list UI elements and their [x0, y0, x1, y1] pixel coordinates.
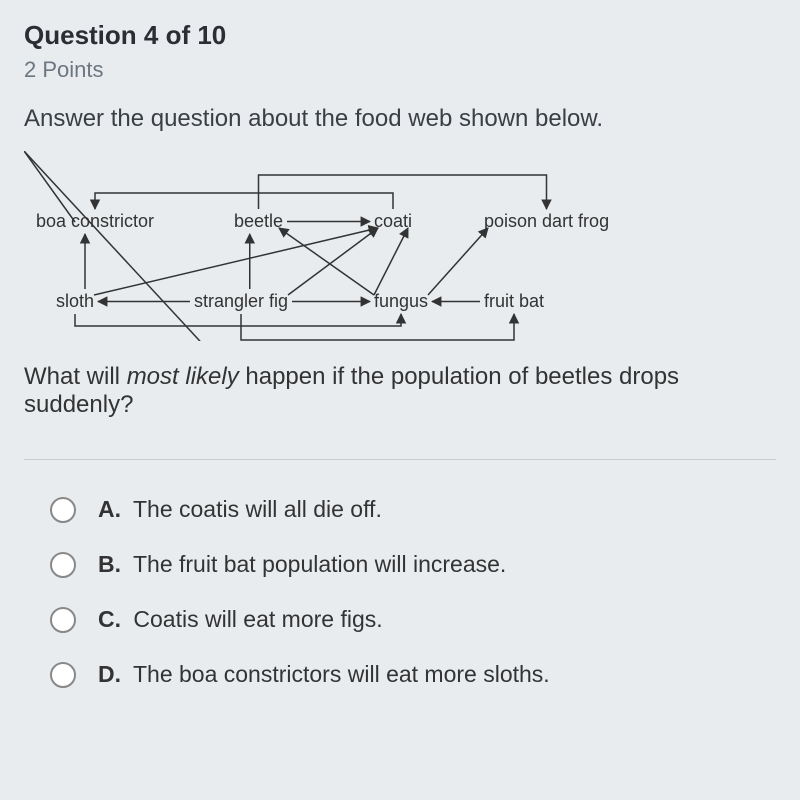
node-sloth: sloth — [56, 291, 94, 312]
radio-icon[interactable] — [50, 607, 76, 633]
question-prompt: Answer the question about the food web s… — [24, 105, 776, 133]
option-letter: D. — [98, 661, 121, 687]
node-boa: boa constrictor — [36, 211, 154, 232]
question-points: 2 Points — [24, 57, 776, 83]
option-label: The boa constrictors will eat more sloth… — [127, 661, 550, 687]
option-text: D. The boa constrictors will eat more sl… — [98, 661, 550, 688]
answer-option[interactable]: A. The coatis will all die off. — [50, 496, 776, 523]
question-title: Question 4 of 10 — [24, 20, 776, 51]
option-letter: B. — [98, 551, 121, 577]
node-pdfrog: poison dart frog — [484, 211, 609, 232]
answer-option[interactable]: C. Coatis will eat more figs. — [50, 606, 776, 633]
option-text: B. The fruit bat population will increas… — [98, 551, 506, 578]
option-letter: A. — [98, 496, 121, 522]
answer-option[interactable]: B. The fruit bat population will increas… — [50, 551, 776, 578]
radio-icon[interactable] — [50, 552, 76, 578]
food-web-diagram: boa constrictor beetle coati poison dart fr… — [24, 151, 664, 341]
option-label: Coatis will eat more figs. — [127, 606, 383, 632]
options-list: A. The coatis will all die off. B. The fr… — [24, 496, 776, 688]
option-letter: C. — [98, 606, 121, 632]
radio-icon[interactable] — [50, 497, 76, 523]
node-fig: strangler fig — [194, 291, 288, 312]
node-coati: coati — [374, 211, 412, 232]
question-followup: What will most likely happen if the popu… — [24, 363, 776, 419]
followup-italic: most likely — [127, 363, 239, 390]
option-label: The fruit bat population will increase. — [127, 551, 506, 577]
option-label: The coatis will all die off. — [127, 496, 382, 522]
node-fruitbat: fruit bat — [484, 291, 544, 312]
food-web-svg — [24, 151, 664, 341]
node-beetle: beetle — [234, 211, 283, 232]
radio-icon[interactable] — [50, 662, 76, 688]
followup-pre: What will — [24, 363, 127, 390]
answer-option[interactable]: D. The boa constrictors will eat more sl… — [50, 661, 776, 688]
option-text: C. Coatis will eat more figs. — [98, 606, 383, 633]
option-text: A. The coatis will all die off. — [98, 496, 382, 523]
node-fungus: fungus — [374, 291, 428, 312]
question-container: Question 4 of 10 2 Points Answer the que… — [0, 0, 800, 736]
divider — [24, 459, 776, 460]
